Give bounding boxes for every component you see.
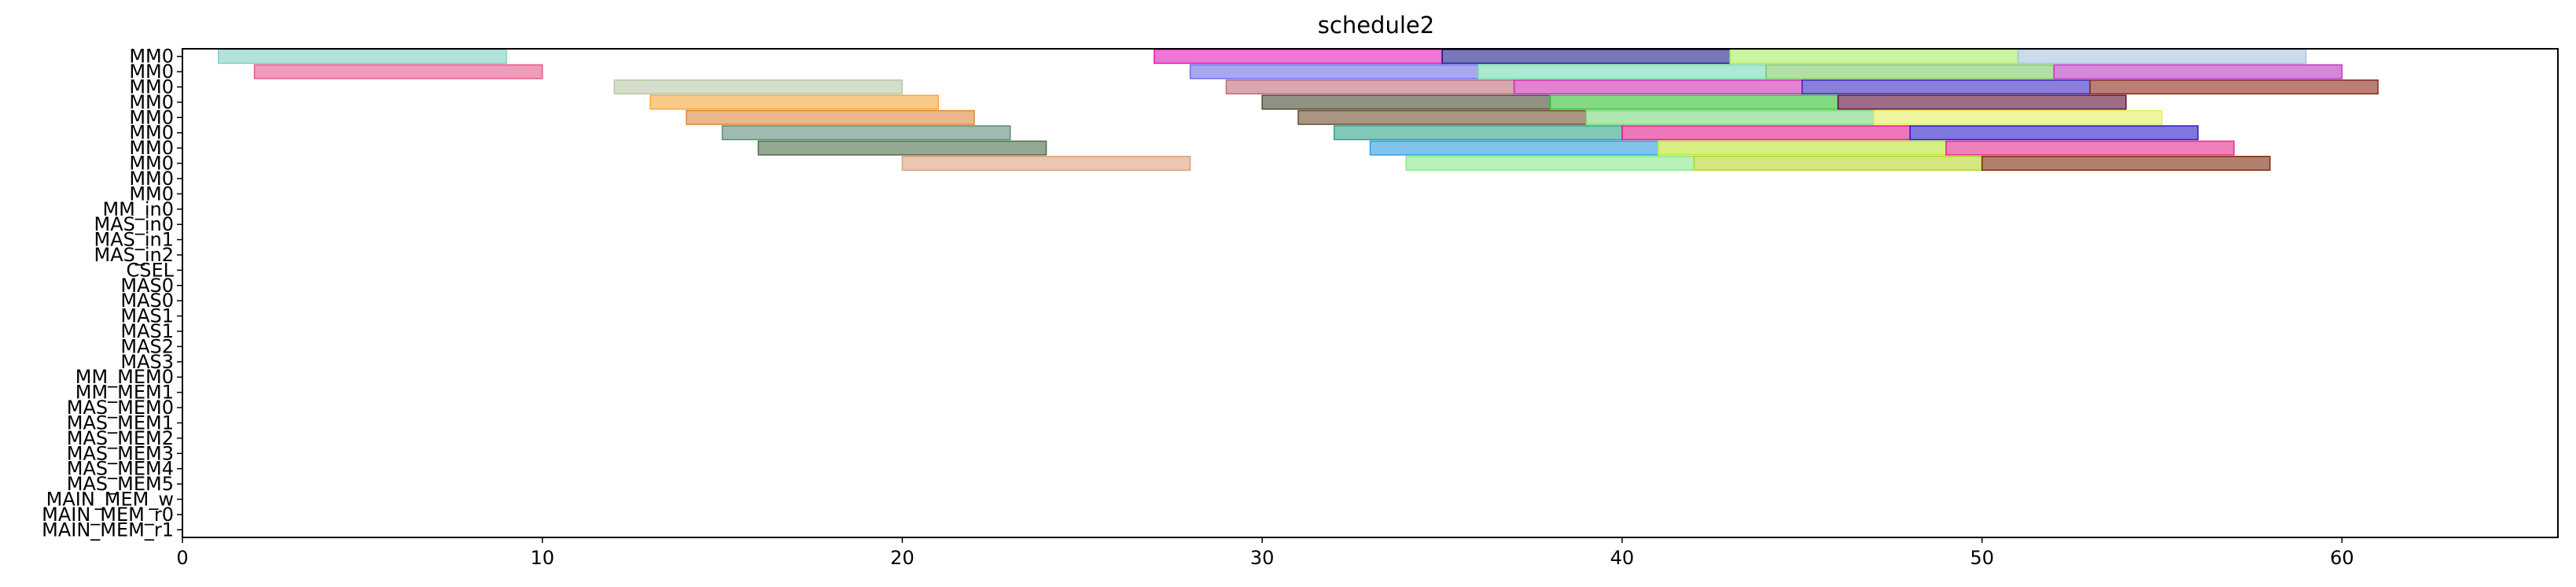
task-bar bbox=[2089, 79, 2379, 94]
task-bar bbox=[2017, 49, 2307, 65]
row-label: MAS_in2 bbox=[94, 244, 174, 266]
task-bar bbox=[1441, 49, 1731, 65]
task-bar bbox=[1585, 109, 1875, 125]
x-tick-label: 0 bbox=[176, 547, 188, 569]
row-label: MM0 bbox=[129, 183, 174, 205]
task-bar bbox=[1405, 156, 1695, 172]
task-bar bbox=[757, 140, 1047, 156]
row-label: MAS_in1 bbox=[94, 229, 174, 251]
x-tick-label: 50 bbox=[1970, 547, 1994, 569]
row-label: MM0 bbox=[129, 168, 174, 190]
task-bar bbox=[613, 79, 903, 94]
task-bar bbox=[1297, 109, 1587, 125]
row-label: MM0 bbox=[129, 122, 174, 144]
task-bar bbox=[1369, 140, 1659, 156]
task-bar bbox=[1837, 94, 2127, 110]
task-bar bbox=[1657, 140, 1947, 156]
row-label: MM0 bbox=[129, 76, 174, 98]
row-label: MAS_MEM2 bbox=[67, 427, 174, 449]
row-label: MAS_in0 bbox=[94, 213, 174, 235]
task-bar bbox=[650, 94, 939, 110]
row-label: MM0 bbox=[129, 137, 174, 159]
row-label: MAS2 bbox=[120, 335, 174, 357]
x-tick-label: 60 bbox=[2330, 547, 2354, 569]
row-label: MAS_MEM1 bbox=[67, 412, 174, 434]
row-label: MM0 bbox=[129, 106, 174, 128]
row-label: MAS_MEM4 bbox=[67, 458, 174, 480]
row-label: MAS3 bbox=[120, 351, 174, 373]
task-bar bbox=[1261, 94, 1551, 110]
task-bar bbox=[1765, 64, 2055, 79]
task-bar bbox=[1189, 64, 1479, 79]
task-bar bbox=[1909, 125, 2199, 141]
row-label: MM_in0 bbox=[102, 198, 174, 220]
row-label: MAS_MEM5 bbox=[67, 473, 174, 495]
row-label: CSEL bbox=[126, 259, 174, 281]
row-label: MAS_MEM3 bbox=[67, 442, 174, 464]
row-label: MAIN_MEM_w bbox=[46, 488, 174, 510]
task-bar bbox=[721, 125, 1011, 141]
row-label: MM0 bbox=[129, 153, 174, 175]
task-bar bbox=[1801, 79, 2091, 94]
task-bar bbox=[218, 49, 507, 65]
row-label: MM0 bbox=[129, 91, 174, 113]
task-bar bbox=[686, 109, 975, 125]
x-tick-label: 10 bbox=[530, 547, 554, 569]
row-label: MAIN_MEM_r0 bbox=[42, 504, 174, 526]
row-label: MAS_MEM0 bbox=[67, 397, 174, 419]
task-bar bbox=[1945, 140, 2235, 156]
row-label: MM_MEM1 bbox=[75, 382, 174, 404]
row-label: MM_MEM0 bbox=[75, 366, 174, 388]
row-label: MM0 bbox=[129, 61, 174, 83]
row-label: MAS0 bbox=[120, 290, 174, 312]
x-axis: 0 10 20 30 40 50 60 bbox=[176, 537, 2354, 569]
task-bar bbox=[1225, 79, 1515, 94]
row-label: MAS1 bbox=[120, 320, 174, 342]
x-tick-label: 40 bbox=[1610, 547, 1635, 569]
task-bars bbox=[218, 49, 2379, 172]
task-bar bbox=[1981, 156, 2271, 172]
task-bar bbox=[253, 64, 543, 79]
chart-title: schedule2 bbox=[1318, 12, 1434, 39]
task-bar bbox=[1478, 64, 1767, 79]
x-tick-label: 30 bbox=[1250, 547, 1275, 569]
task-bar bbox=[1513, 79, 1803, 94]
row-label: MM0 bbox=[129, 46, 174, 68]
task-bar bbox=[1333, 125, 1623, 141]
row-label: MAS1 bbox=[120, 305, 174, 327]
task-bar bbox=[1154, 49, 1443, 65]
task-bar bbox=[901, 156, 1191, 172]
task-bar bbox=[1729, 49, 2019, 65]
x-tick-label: 20 bbox=[890, 547, 914, 569]
task-bar bbox=[2053, 64, 2343, 79]
row-labels: MM0MM0MM0MM0MM0MM0MM0MM0MM0MM0MM_in0MAS_… bbox=[42, 46, 182, 541]
task-bar bbox=[1549, 94, 1839, 110]
row-label: MAS0 bbox=[120, 275, 174, 297]
task-bar bbox=[1693, 156, 1983, 172]
task-bar bbox=[1621, 125, 1911, 141]
row-label: MAIN_MEM_r1 bbox=[42, 519, 174, 541]
task-bar bbox=[1873, 109, 2163, 125]
plot-frame bbox=[182, 48, 2559, 538]
